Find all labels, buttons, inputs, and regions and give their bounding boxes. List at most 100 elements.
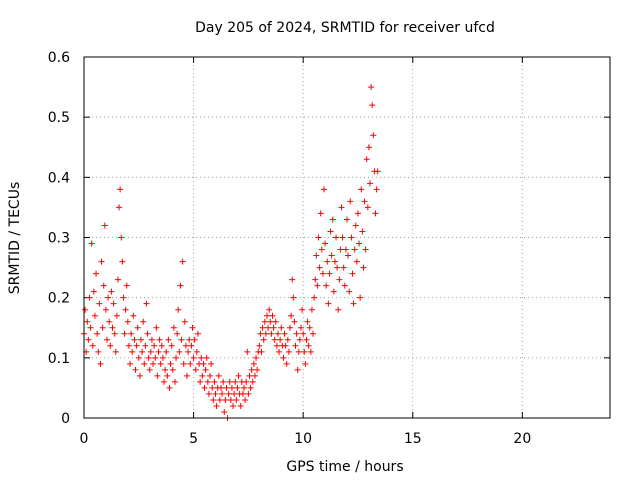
data-point (108, 288, 115, 295)
data-point (258, 348, 265, 355)
data-point (300, 330, 307, 337)
data-point (228, 384, 235, 391)
data-point (350, 300, 357, 307)
data-point (308, 306, 315, 313)
data-point (90, 288, 97, 295)
data-point (212, 390, 219, 397)
data-point (193, 348, 200, 355)
y-tick-label: 0.4 (48, 170, 70, 186)
data-point (114, 276, 121, 283)
data-point (136, 372, 143, 379)
data-point (225, 390, 232, 397)
data-point (216, 396, 223, 403)
data-point (150, 360, 157, 367)
data-point (171, 378, 178, 385)
data-point (158, 342, 165, 349)
data-point (299, 306, 306, 313)
x-tick-label: 5 (189, 431, 198, 447)
data-point (165, 336, 172, 343)
data-point (119, 258, 126, 265)
data-point (297, 324, 304, 331)
data-point (160, 378, 167, 385)
data-point (364, 204, 371, 211)
data-point (254, 366, 261, 373)
data-point (265, 324, 272, 331)
data-point (201, 384, 208, 391)
data-point (118, 234, 125, 241)
data-point (121, 330, 128, 337)
data-point (283, 360, 290, 367)
data-point (109, 324, 116, 331)
data-point (337, 246, 344, 253)
y-axis-label: SRMTID / TECUs (7, 182, 23, 295)
data-point (207, 372, 214, 379)
data-point (104, 336, 111, 343)
data-point (100, 282, 107, 289)
data-point (112, 348, 119, 355)
data-point (272, 318, 279, 325)
data-point (131, 336, 138, 343)
data-point (191, 336, 198, 343)
data-point (231, 390, 238, 397)
data-point (249, 378, 256, 385)
data-point (210, 396, 217, 403)
data-point (133, 342, 140, 349)
data-point (325, 300, 332, 307)
data-point (188, 342, 195, 349)
data-point (186, 336, 193, 343)
data-point (340, 264, 347, 271)
data-point (251, 372, 258, 379)
data-point (311, 294, 318, 301)
data-point (107, 342, 114, 349)
data-point (181, 318, 188, 325)
data-point (167, 360, 174, 367)
data-point (264, 312, 271, 319)
data-point (176, 348, 183, 355)
data-point (182, 342, 189, 349)
data-point (208, 360, 215, 367)
data-point (184, 372, 191, 379)
data-point (273, 342, 280, 349)
data-point (329, 216, 336, 223)
data-point (194, 330, 201, 337)
data-point (261, 318, 268, 325)
data-point (323, 282, 330, 289)
data-point (213, 402, 220, 409)
data-point (277, 336, 284, 343)
data-point (278, 324, 285, 331)
data-point (117, 186, 124, 193)
data-point (244, 348, 251, 355)
data-point (351, 246, 358, 253)
data-point (310, 330, 317, 337)
data-point (199, 372, 206, 379)
data-point (198, 354, 205, 361)
data-point (262, 330, 269, 337)
data-point (164, 372, 171, 379)
data-point (143, 300, 150, 307)
data-point (113, 312, 120, 319)
data-point (110, 300, 117, 307)
data-point (296, 336, 303, 343)
data-point (175, 306, 182, 313)
data-point (242, 396, 249, 403)
data-point (163, 348, 170, 355)
data-point (369, 102, 376, 109)
data-point (219, 390, 226, 397)
data-point (328, 252, 335, 259)
data-point (106, 318, 113, 325)
data-point (99, 324, 106, 331)
data-point (122, 306, 129, 313)
data-point (338, 204, 345, 211)
data-point (341, 282, 348, 289)
data-point (93, 270, 100, 277)
data-point (301, 348, 308, 355)
data-point (185, 348, 192, 355)
data-point (253, 354, 260, 361)
data-point (327, 228, 334, 235)
data-point (353, 258, 360, 265)
data-point (331, 258, 338, 265)
data-point (282, 342, 289, 349)
data-point (137, 336, 144, 343)
data-point (268, 330, 275, 337)
